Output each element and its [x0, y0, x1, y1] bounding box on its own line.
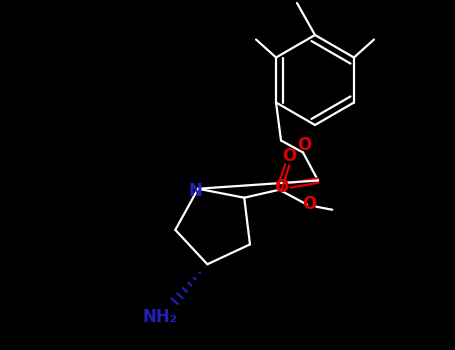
Text: N: N	[188, 182, 202, 200]
Text: O: O	[302, 195, 316, 213]
Text: O: O	[297, 136, 311, 154]
Text: NH₂: NH₂	[143, 308, 178, 326]
Text: O: O	[274, 177, 288, 196]
Text: O: O	[282, 147, 296, 165]
